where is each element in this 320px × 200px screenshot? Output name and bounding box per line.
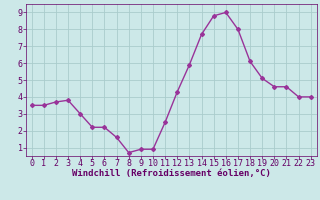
X-axis label: Windchill (Refroidissement éolien,°C): Windchill (Refroidissement éolien,°C) [72,169,271,178]
